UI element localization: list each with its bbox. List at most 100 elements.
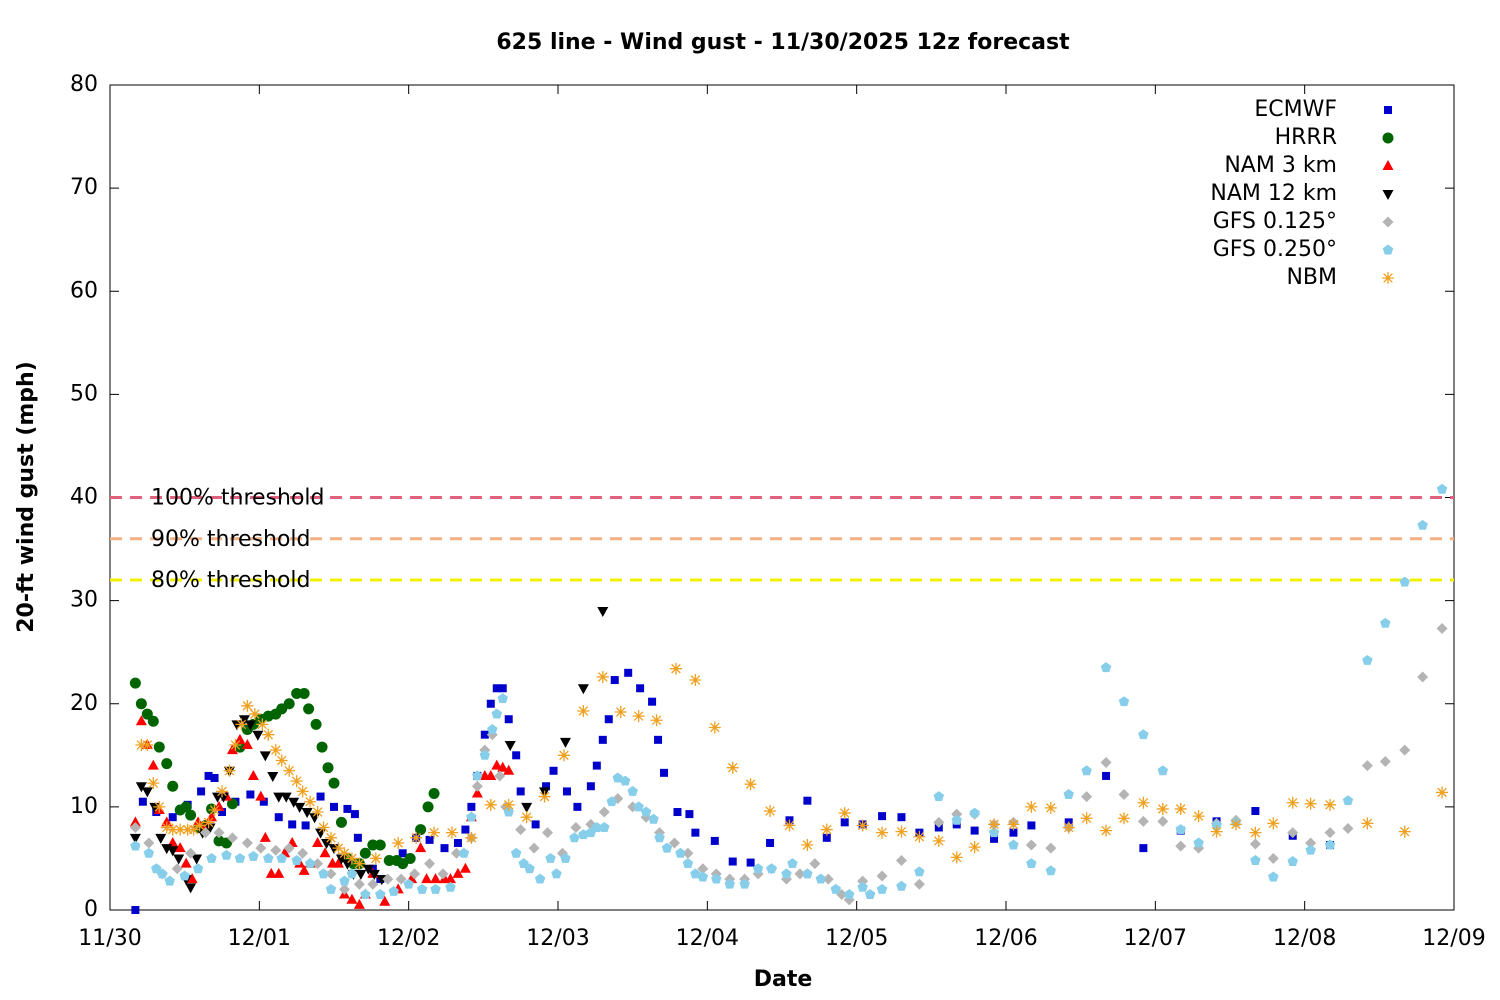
data-point [1102,771,1111,780]
data-point [275,754,288,767]
data-point [1324,827,1336,839]
data-point [1305,844,1316,855]
data-point [160,821,173,834]
data-point [223,764,236,777]
data-point [1342,823,1354,835]
data-point [545,852,556,863]
data-point [1157,815,1169,827]
data-point [161,758,173,770]
data-point [673,808,682,817]
data-point [1063,789,1074,799]
data-point [1192,810,1205,823]
data-point [1250,855,1261,865]
data-point [1007,818,1020,831]
data-point [711,873,722,884]
data-point [247,769,259,780]
x-tick-label: 12/05 [825,926,888,951]
y-tick-label: 20 [70,691,98,716]
y-tick-label: 50 [70,381,98,406]
data-point [471,787,483,798]
data-point [375,889,386,899]
data-point [153,800,166,813]
data-point [746,858,755,867]
x-tick-label: 12/06 [974,926,1037,951]
data-point [685,810,694,819]
data-point [437,868,449,880]
data-point [542,827,554,839]
data-point [1045,842,1057,854]
data-point [235,718,248,731]
data-point [283,842,295,854]
data-point [265,867,277,878]
data-point [803,796,812,805]
data-point [317,821,330,834]
data-point [491,708,503,719]
data-point [131,906,140,914]
data-point [362,864,374,875]
data-point [332,842,345,855]
data-point [288,820,297,829]
data-point [933,791,945,802]
data-point [147,777,160,790]
data-point [497,693,508,704]
data-point [969,807,980,818]
data-point [497,761,509,772]
data-point [1304,797,1317,810]
data-point [1399,744,1411,756]
data-point [404,852,416,864]
data-point [368,869,380,880]
legend-label: GFS 0.125° [1213,209,1337,234]
data-point [341,859,353,870]
data-point [421,873,433,884]
data-point [303,703,315,715]
data-point [461,825,470,834]
data-point [502,798,515,811]
data-point [458,847,470,858]
data-point [153,741,165,753]
data-point [691,828,700,837]
data-point [425,835,434,844]
data-point [353,878,365,890]
data-point [171,863,183,875]
data-point [512,751,521,760]
legend-marker [1382,132,1394,144]
data-point [739,878,750,889]
data-point [180,857,192,868]
data-point [353,857,366,870]
data-point [304,795,317,808]
data-point [130,840,141,851]
data-point [1100,662,1112,673]
data-point [950,851,963,864]
data-point [346,893,358,904]
data-point [234,733,246,744]
data-point [291,855,302,865]
data-point [1210,825,1223,838]
data-point [591,822,603,832]
data-point [428,826,441,839]
x-tick-label: 12/02 [377,926,440,951]
x-tick-label: 12/04 [676,926,739,951]
x-tick-label: 12/01 [228,926,291,951]
data-point [728,857,737,866]
data-point [465,831,478,844]
y-tick-label: 80 [70,72,98,97]
data-point [147,715,159,727]
data-point [322,762,334,774]
data-point [624,668,633,677]
y-tick-label: 10 [70,794,98,819]
legend-marker [1384,106,1392,114]
data-point [1305,837,1317,849]
data-point [135,715,147,726]
data-point [234,852,246,863]
data-point [1268,871,1279,882]
data-point [166,823,179,836]
data-point [633,801,644,812]
data-point [392,836,405,849]
data-point [1025,839,1037,851]
data-point [485,769,497,780]
data-point [267,771,279,782]
data-point [1267,852,1279,864]
data-point [614,706,627,718]
data-point [494,770,506,782]
